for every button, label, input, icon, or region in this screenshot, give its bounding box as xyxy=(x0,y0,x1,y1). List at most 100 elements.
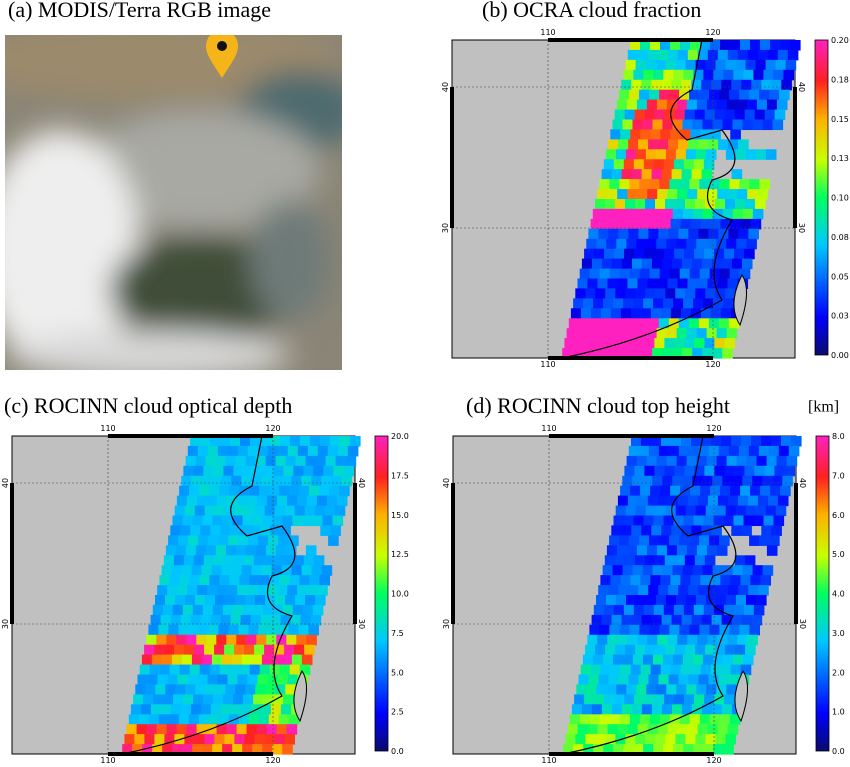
swath-pixel xyxy=(625,288,636,299)
swath-pixel xyxy=(627,495,639,507)
swath-pixel xyxy=(653,604,665,616)
swath-pixel xyxy=(651,525,662,536)
swath-pixel xyxy=(694,694,705,705)
swath-pixel xyxy=(598,585,609,596)
swath-pixel xyxy=(626,545,638,556)
swath-pixel xyxy=(178,535,189,546)
swath-pixel xyxy=(144,644,155,656)
swath-pixel xyxy=(663,604,675,616)
swath-pixel xyxy=(739,268,751,280)
swath-pixel xyxy=(217,674,229,686)
swath-pixel xyxy=(699,535,710,546)
swath-pixel xyxy=(617,189,628,200)
colorbar-label: 0.00 xyxy=(831,351,849,360)
swath-pixel xyxy=(709,714,721,725)
swath-pixel xyxy=(732,654,744,666)
swath-pixel xyxy=(659,535,670,546)
swath-pixel xyxy=(732,475,743,487)
swath-pixel xyxy=(305,545,317,556)
swath-pixel xyxy=(295,595,306,606)
swath-pixel xyxy=(221,475,232,487)
swath-pixel xyxy=(331,475,342,487)
swath-pixel xyxy=(669,268,681,280)
swath-pixel xyxy=(256,724,268,735)
swath-pixel xyxy=(640,40,651,51)
swath-pixel xyxy=(588,674,600,686)
swath-pixel xyxy=(272,515,284,527)
swath-pixel xyxy=(690,218,702,230)
swath-pixel xyxy=(707,495,719,507)
colorbar-label: 0.08 xyxy=(831,233,849,242)
swath-pixel xyxy=(696,238,707,250)
swath-pixel xyxy=(661,704,673,715)
swath-pixel xyxy=(618,139,629,150)
swath-pixel xyxy=(572,348,583,359)
swath-pixel xyxy=(740,575,751,586)
swath-pixel xyxy=(666,684,677,695)
swath-pixel xyxy=(642,119,654,131)
swath-pixel xyxy=(184,644,195,656)
swath-pixel xyxy=(211,565,223,576)
swath-pixel xyxy=(668,585,679,596)
swath-pixel xyxy=(587,724,599,735)
swath-pixel xyxy=(772,475,783,487)
swath-pixel xyxy=(739,624,750,636)
swath-pixel xyxy=(686,238,697,250)
swath-pixel xyxy=(276,634,287,646)
swath-pixel xyxy=(662,475,673,487)
swath-pixel xyxy=(627,189,638,200)
swath-pixel xyxy=(605,199,616,210)
swath-pixel xyxy=(604,694,615,705)
swath-pixel xyxy=(730,575,741,586)
swath-pixel xyxy=(631,79,642,91)
swath-pixel xyxy=(769,89,780,101)
swath-pixel xyxy=(694,338,705,349)
swath-pixel xyxy=(693,298,704,309)
swath-pixel xyxy=(199,664,211,676)
swath-pixel xyxy=(677,724,689,735)
swath-pixel xyxy=(741,436,752,447)
swath-pixel xyxy=(315,595,326,606)
swath-pixel xyxy=(689,535,700,546)
swath-pixel xyxy=(642,208,654,220)
swath-pixel xyxy=(266,495,278,507)
swath-pixel xyxy=(682,475,693,487)
swath-pixel xyxy=(219,664,231,676)
swath-pixel xyxy=(635,505,647,517)
swath-pixel xyxy=(600,308,612,319)
swath-pixel xyxy=(712,654,724,666)
swath-pixel xyxy=(636,238,647,250)
swath-pixel xyxy=(198,535,209,546)
swath-pixel xyxy=(286,724,298,735)
swath-pixel xyxy=(151,654,163,666)
swath-pixel xyxy=(761,525,772,536)
swath-pixel xyxy=(650,575,661,586)
swath-pixel xyxy=(643,604,655,616)
swath-pixel xyxy=(602,348,613,359)
swath-pixel xyxy=(692,208,704,220)
swath-pixel xyxy=(229,485,240,497)
swath-pixel xyxy=(741,79,752,91)
swath-pixel xyxy=(731,258,743,270)
swath-pixel xyxy=(682,208,694,220)
swath-pixel xyxy=(330,525,341,536)
swath-pixel xyxy=(746,595,757,606)
swath-pixel xyxy=(695,149,707,160)
swath-pixel xyxy=(719,268,731,280)
swath-pixel xyxy=(168,535,179,546)
colorbar-label: 0.10 xyxy=(831,194,849,203)
swath-pixel xyxy=(235,595,246,606)
swath-pixel xyxy=(589,714,601,725)
swath-pixel xyxy=(284,734,295,745)
swath-pixel xyxy=(669,89,680,101)
swath-pixel xyxy=(637,49,649,61)
swath-pixel xyxy=(254,644,265,656)
swath-pixel xyxy=(205,545,217,556)
swath-pixel xyxy=(253,694,264,705)
swath-pixel xyxy=(666,595,677,606)
swath-pixel xyxy=(629,714,641,725)
swath-pixel xyxy=(688,139,699,150)
swath-pixel xyxy=(226,724,238,735)
swath-pixel xyxy=(301,475,312,487)
swath-pixel xyxy=(624,248,635,260)
